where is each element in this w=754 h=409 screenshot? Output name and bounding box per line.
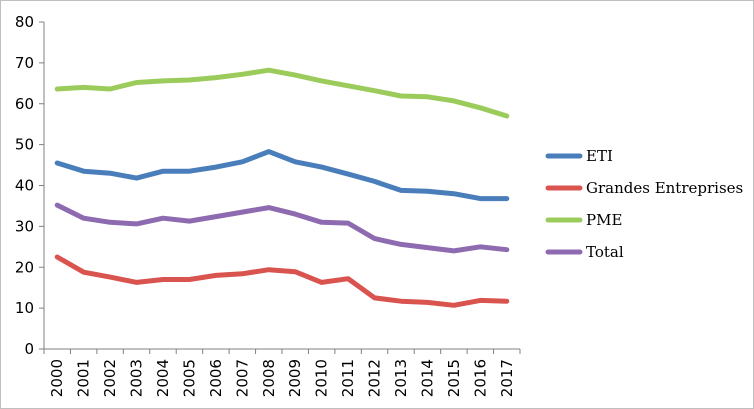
x-tick-label: 2009 — [286, 359, 304, 397]
series-line-pme — [54, 67, 510, 119]
y-tick-label: 70 — [15, 54, 34, 72]
series-line-grandes-entreprises — [54, 254, 510, 308]
y-tick-label: 80 — [15, 13, 34, 31]
legend-label: PME — [586, 211, 622, 229]
x-tick-label: 2010 — [313, 359, 331, 397]
series-line-eti — [54, 149, 510, 202]
y-tick-label: 20 — [15, 258, 34, 276]
y-tick-label: 0 — [24, 340, 34, 358]
y-tick-label: 10 — [15, 299, 34, 317]
x-tick-label: 2002 — [101, 359, 119, 397]
x-tick-labels: 2000 2001 2002 2003 2004 2005 2006 2007 2008 2009… — [43, 349, 521, 397]
x-tick-label: 2016 — [471, 359, 489, 397]
series-lines — [54, 67, 510, 308]
y-tick-label: 40 — [15, 177, 34, 195]
legend: ETI Grandes Entreprises PME Total — [545, 147, 743, 261]
x-tick-label: 2013 — [392, 359, 410, 397]
x-tick-label: 2004 — [154, 359, 172, 397]
y-tick-label: 60 — [15, 95, 34, 113]
x-tick-label: 2003 — [128, 359, 146, 397]
x-tick-label: 2000 — [48, 359, 66, 397]
y-tick-label: 50 — [15, 136, 34, 154]
x-tick-label: 2012 — [366, 359, 384, 397]
x-tick-label: 2007 — [233, 359, 251, 397]
y-tick-label: 30 — [15, 217, 34, 235]
x-tick-label: 2001 — [75, 359, 93, 397]
y-tick-labels: 0 10 20 30 40 50 60 70 80 — [15, 13, 44, 358]
series-line-total — [54, 202, 510, 254]
x-tick-label: 2006 — [207, 359, 225, 397]
legend-label: Grandes Entreprises — [586, 179, 743, 197]
x-tick-label: 2014 — [418, 359, 436, 397]
x-tick-label: 2011 — [339, 359, 357, 397]
x-tick-label: 2015 — [445, 359, 463, 397]
x-tick-label: 2017 — [498, 359, 516, 397]
x-tick-label: 2008 — [260, 359, 278, 397]
legend-label: ETI — [586, 147, 613, 165]
legend-label: Total — [586, 243, 624, 261]
x-tick-label: 2005 — [180, 359, 198, 397]
